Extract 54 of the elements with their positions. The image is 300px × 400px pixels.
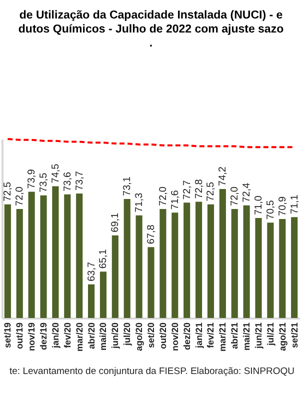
data-label: 70,5 bbox=[265, 200, 276, 220]
x-tick-label: jan/20 bbox=[50, 322, 60, 350]
text: de Utilização da Capacidade Instalada (NUCI) - e bbox=[19, 10, 283, 22]
x-tick-label: jun/20 bbox=[110, 322, 120, 350]
data-label: 63,7 bbox=[86, 261, 98, 282]
text: te: Levantamento de conjuntura da FIESP. Elaboração: SINPROQU bbox=[10, 366, 295, 377]
data-label: 73,6 bbox=[62, 172, 74, 192]
data-label: 71,3 bbox=[134, 192, 146, 212]
x-tick-label: out/20 bbox=[158, 322, 168, 350]
x-tick-label: set/19 bbox=[2, 322, 13, 348]
text: . bbox=[149, 38, 153, 50]
x-tick-label: mai/20 bbox=[98, 322, 108, 351]
x-tick-label: mai/21 bbox=[242, 322, 252, 351]
x-tick-label: mar/21 bbox=[218, 322, 228, 352]
data-label: 73,7 bbox=[74, 170, 86, 191]
data-label: 72,8 bbox=[194, 178, 205, 199]
x-tick-label: ago/21 bbox=[277, 322, 288, 352]
x-tick-label: out/19 bbox=[14, 322, 25, 350]
x-tick-label: set/21 bbox=[289, 322, 300, 348]
x-tick-label: dez/20 bbox=[182, 322, 192, 350]
data-label: 69,1 bbox=[110, 212, 122, 232]
data-label: 67,8 bbox=[146, 224, 157, 244]
data-label: 72,4 bbox=[242, 182, 253, 202]
data-label: 71,0 bbox=[253, 195, 264, 216]
data-label: 72,0 bbox=[14, 186, 26, 206]
data-label: 73,1 bbox=[122, 176, 134, 196]
data-label: 72,0 bbox=[230, 186, 241, 206]
x-tick-label: dez/19 bbox=[38, 322, 49, 350]
x-tick-label: abr/20 bbox=[86, 322, 96, 350]
x-tick-label: jul/20 bbox=[122, 322, 132, 347]
x-tick-label: nov/19 bbox=[26, 322, 37, 352]
x-tick-label: fev/20 bbox=[62, 322, 72, 348]
text: dutos Químicos - Julho de 2022 com ajuste sazo bbox=[18, 24, 284, 36]
data-label: 73,9 bbox=[26, 168, 38, 189]
x-tick-label: fev/21 bbox=[206, 322, 216, 348]
x-tick-label: nov/20 bbox=[170, 322, 180, 352]
x-tick-label: jan/21 bbox=[194, 322, 204, 350]
x-tick-label: mar/20 bbox=[74, 322, 84, 352]
x-tick-label: jul/21 bbox=[265, 322, 276, 347]
data-label: 65,1 bbox=[98, 248, 110, 269]
data-label: 72,0 bbox=[158, 186, 169, 206]
x-tick-label: set/20 bbox=[146, 322, 156, 348]
data-label: 70,9 bbox=[277, 196, 288, 216]
data-label: 72,7 bbox=[182, 180, 193, 200]
data-label: 72,5 bbox=[206, 182, 217, 202]
x-tick-label: ago/20 bbox=[134, 322, 144, 352]
data-label: 74,2 bbox=[218, 166, 229, 186]
data-label: 71,1 bbox=[289, 194, 300, 214]
x-tick-label: abr/21 bbox=[230, 322, 240, 350]
data-label: 73,5 bbox=[38, 172, 50, 192]
data-label: 71,6 bbox=[170, 190, 181, 210]
data-label: 74,5 bbox=[50, 163, 62, 184]
data-label: 72,5 bbox=[2, 182, 14, 202]
x-tick-label: jun/21 bbox=[253, 322, 264, 350]
